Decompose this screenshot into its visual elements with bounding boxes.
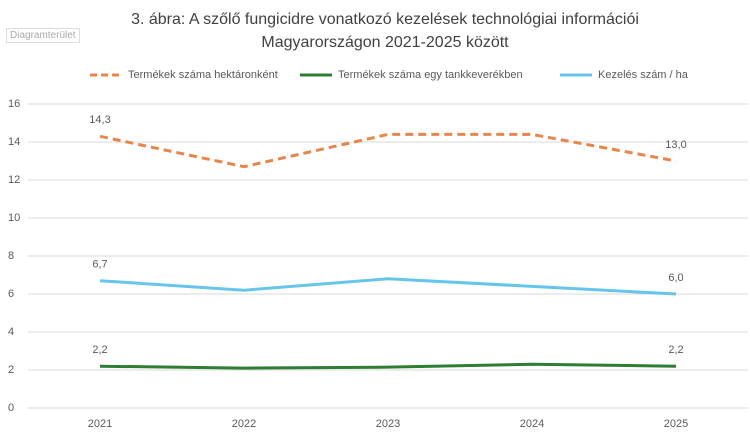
series-line <box>99 362 677 370</box>
legend-label: Kezelés szám / ha <box>598 69 689 81</box>
data-label: 2,2 <box>668 344 683 356</box>
y-tick-label: 6 <box>8 288 14 300</box>
data-label: 2,2 <box>92 344 107 356</box>
x-tick-label: 2022 <box>232 418 256 430</box>
tooltip: Diagramterület <box>6 28 80 43</box>
x-tick-label: 2021 <box>88 418 112 430</box>
y-tick-label: 0 <box>8 402 14 414</box>
y-tick-label: 10 <box>8 212 20 224</box>
y-tick-label: 2 <box>8 364 14 376</box>
chart-title: 3. ábra: A szőlő fungicidre vonatkozó ke… <box>131 11 639 51</box>
x-tick-label: 2023 <box>376 418 400 430</box>
data-label: 13,0 <box>665 139 686 151</box>
series-line <box>99 132 677 169</box>
y-tick-label: 4 <box>8 326 14 338</box>
legend-label: Termékek száma egy tankkeverékben <box>338 69 523 81</box>
data-label: 6,7 <box>92 259 107 271</box>
y-tick-label: 16 <box>8 98 20 110</box>
y-tick-label: 14 <box>8 136 20 148</box>
legend-label: Termékek száma hektáronként <box>128 69 278 81</box>
data-label: 6,0 <box>668 272 683 284</box>
x-tick-label: 2024 <box>520 418 544 430</box>
data-label: 14,3 <box>89 114 110 126</box>
x-tick-label: 2025 <box>664 418 688 430</box>
series-line <box>99 277 677 296</box>
y-tick-label: 12 <box>8 174 20 186</box>
y-tick-label: 8 <box>8 250 14 262</box>
